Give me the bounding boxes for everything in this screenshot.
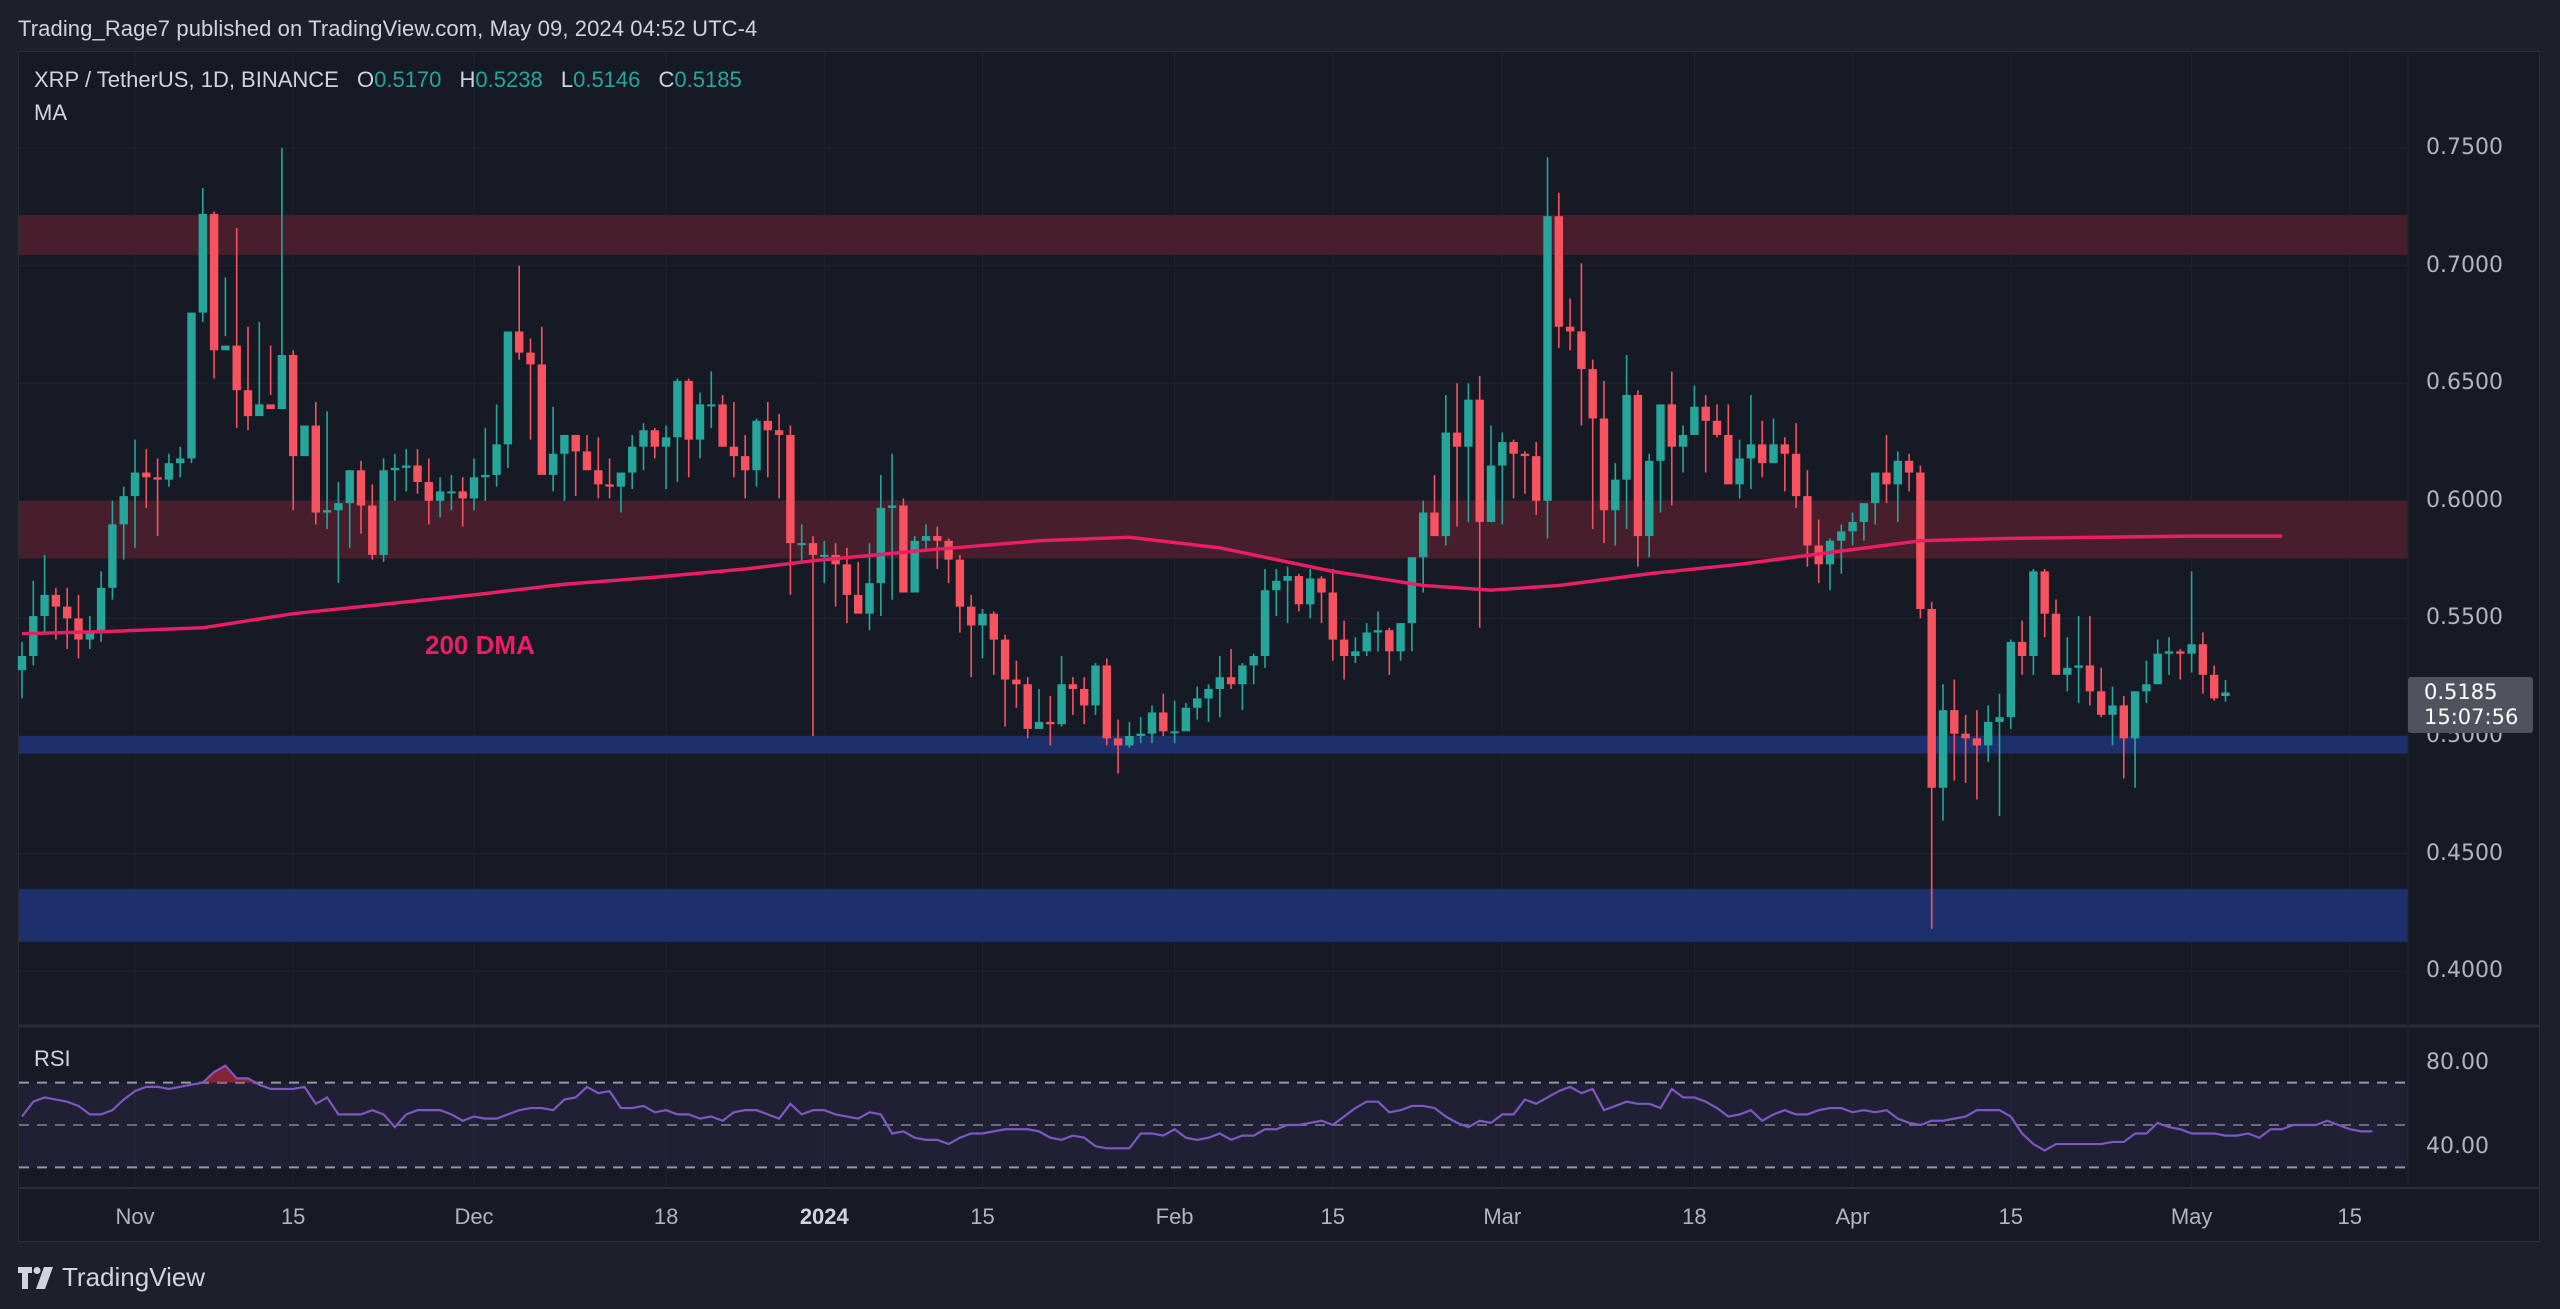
candles bbox=[17, 148, 2230, 929]
time-axis-label: Dec bbox=[454, 1204, 494, 1229]
last-price-tag: 0.5185 15:07:56 bbox=[2408, 677, 2533, 733]
time-axis-label: Apr bbox=[1835, 1204, 1870, 1229]
time-axis-label: Nov bbox=[115, 1204, 155, 1229]
price-axis-label: 0.6500 bbox=[2426, 370, 2503, 396]
price-axis-label: 0.4000 bbox=[2426, 958, 2503, 984]
publisher-header: Trading_Rage7 published on TradingView.c… bbox=[18, 16, 758, 41]
ohlc-low-value: 0.5146 bbox=[573, 67, 641, 92]
time-axis-label: 2024 bbox=[799, 1204, 849, 1229]
time-axis-label: May bbox=[2170, 1204, 2213, 1229]
ohlc-low-label: L bbox=[560, 67, 574, 92]
dma-annotation: 200 DMA bbox=[425, 630, 535, 660]
price-axis-label: 0.4500 bbox=[2426, 840, 2503, 866]
tradingview-logo-text: TradingView bbox=[62, 1262, 206, 1292]
ohlc-close-value: 0.5185 bbox=[674, 67, 742, 92]
rsi-pane bbox=[19, 1064, 2408, 1169]
price-axis-label: 0.6000 bbox=[2426, 487, 2503, 513]
tradingview-logo[interactable]: TradingView bbox=[18, 1262, 205, 1293]
symbol-legend: XRP / TetherUS, 1D, BINANCE O0.5170 H0.5… bbox=[34, 67, 742, 93]
time-axis-label: Mar bbox=[1483, 1204, 1522, 1229]
ohlc-high-label: H bbox=[459, 67, 476, 92]
ma-indicator-label[interactable]: MA bbox=[34, 100, 67, 125]
ohlc-open-label: O bbox=[356, 67, 375, 92]
bar-countdown: 15:07:56 bbox=[2424, 705, 2519, 729]
symbol-title[interactable]: XRP / TetherUS, 1D, BINANCE bbox=[34, 67, 339, 92]
time-axis-label: 18 bbox=[653, 1204, 679, 1229]
time-axis-label: 15 bbox=[280, 1204, 306, 1229]
time-axis-label: 15 bbox=[1320, 1204, 1346, 1229]
time-axis-label: 15 bbox=[2337, 1204, 2363, 1229]
rsi-axis-80: 80.00 bbox=[2426, 1050, 2489, 1075]
ma-200-line bbox=[21, 534, 2282, 636]
ohlc-high-value: 0.5238 bbox=[475, 67, 543, 92]
ohlc-open-value: 0.5170 bbox=[374, 67, 442, 92]
price-axis-label: 0.7500 bbox=[2426, 135, 2503, 160]
time-axis-label: 18 bbox=[1682, 1204, 1707, 1229]
rsi-axis-40: 40.00 bbox=[2426, 1134, 2489, 1159]
rsi-indicator-label[interactable]: RSI bbox=[34, 1046, 71, 1071]
time-axis-label: 15 bbox=[1998, 1204, 2024, 1229]
pane-separators bbox=[19, 52, 2539, 1189]
zones bbox=[19, 215, 2408, 942]
price-axis-label: 0.5500 bbox=[2426, 605, 2503, 631]
last-price: 0.5185 bbox=[2424, 680, 2498, 704]
tradingview-logo-icon bbox=[18, 1266, 53, 1289]
ohlc-close-label: C bbox=[658, 67, 675, 92]
time-axis-label: 15 bbox=[970, 1204, 995, 1229]
time-axis-label: Feb bbox=[1155, 1204, 1194, 1229]
price-axis-label: 0.7000 bbox=[2426, 252, 2503, 278]
